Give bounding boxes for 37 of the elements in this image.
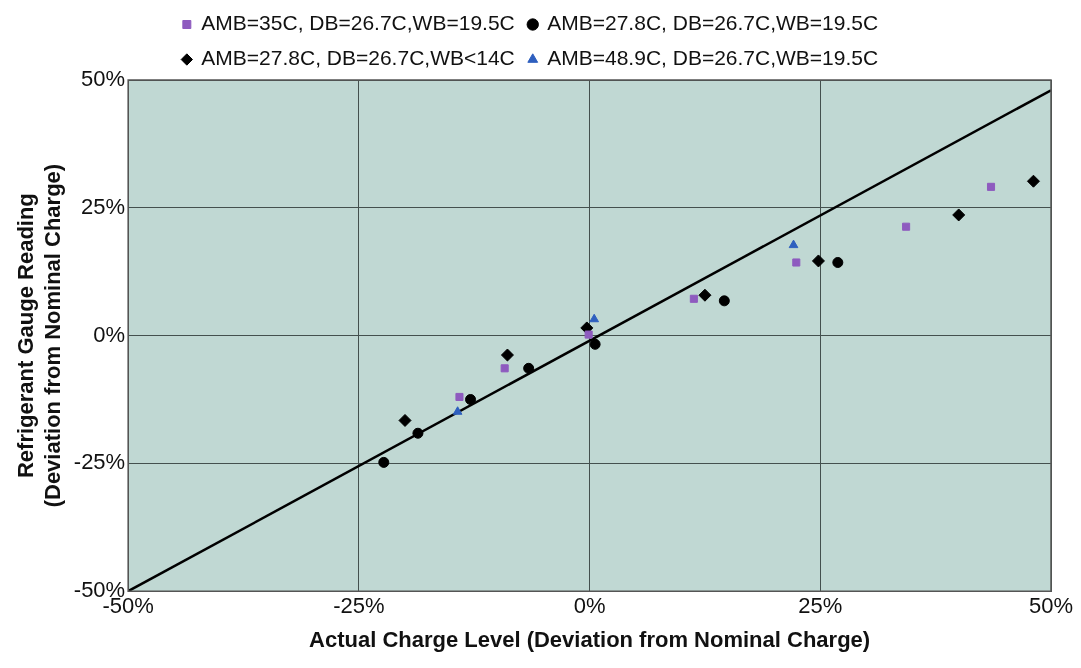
x-tick-label: 50% bbox=[1028, 593, 1074, 619]
x-tick-label: 0% bbox=[573, 593, 606, 619]
point bbox=[455, 392, 464, 401]
point bbox=[718, 295, 730, 307]
y-tick-label: 0% bbox=[93, 321, 126, 347]
point bbox=[412, 427, 424, 439]
point bbox=[500, 364, 509, 373]
x-tick-label: -25% bbox=[333, 593, 385, 619]
legend-label: AMB=35C, DB=26.7C,WB=19.5C bbox=[201, 11, 515, 35]
point bbox=[689, 294, 698, 303]
point bbox=[698, 288, 712, 302]
point bbox=[792, 258, 801, 267]
point bbox=[589, 338, 601, 350]
point bbox=[500, 348, 514, 362]
point bbox=[584, 330, 593, 339]
point bbox=[452, 406, 463, 415]
point bbox=[523, 362, 535, 374]
point bbox=[986, 182, 996, 191]
legend-label: AMB=27.8C, DB=26.7C,WB<14C bbox=[201, 46, 515, 70]
legend-label: AMB=27.8C, DB=26.7C,WB=19.5C bbox=[547, 11, 879, 35]
point bbox=[902, 222, 911, 231]
point bbox=[378, 456, 390, 468]
point bbox=[465, 394, 477, 405]
y-axis-title: Refrigerant Gauge Reading (Deviation from Nominal Charge) bbox=[13, 163, 65, 508]
point bbox=[952, 208, 966, 222]
y-tick-label: 25% bbox=[81, 193, 126, 219]
point bbox=[398, 413, 412, 427]
x-axis-title: Actual Charge Level (Deviation from Nominal Charge) bbox=[309, 626, 871, 652]
point bbox=[1026, 174, 1040, 188]
legend-label: AMB=48.9C, DB=26.7C,WB=19.5C bbox=[547, 46, 879, 70]
point bbox=[788, 239, 799, 249]
point bbox=[832, 257, 844, 268]
x-tick-label: 25% bbox=[798, 593, 843, 619]
y-tick-label: 50% bbox=[81, 66, 126, 92]
point bbox=[589, 313, 600, 323]
y-tick-label: -25% bbox=[73, 449, 126, 475]
point bbox=[811, 254, 825, 268]
